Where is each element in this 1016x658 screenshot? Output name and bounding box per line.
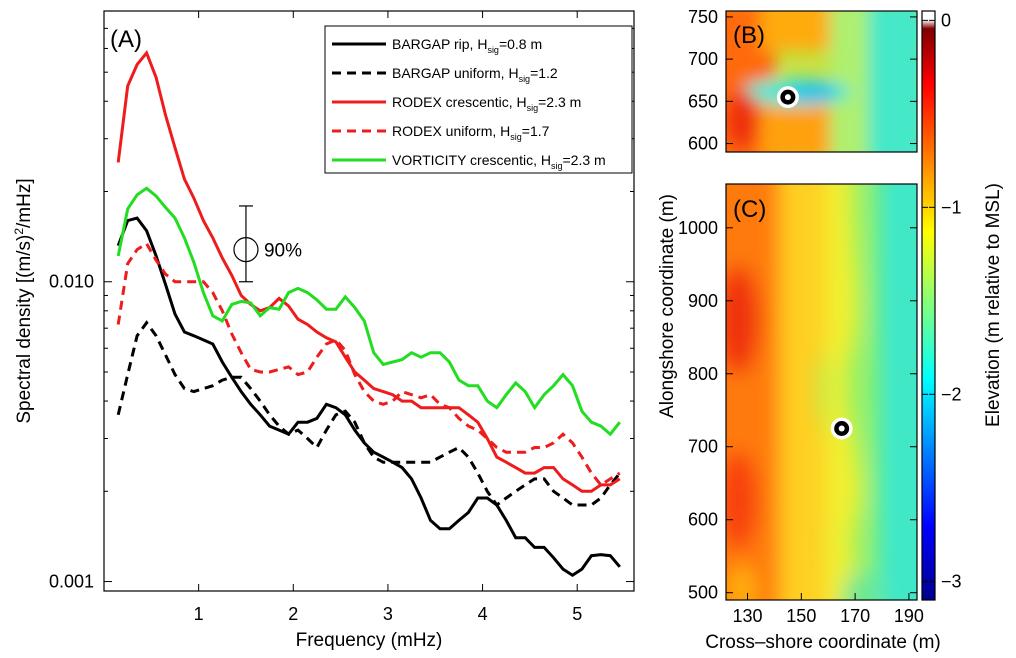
colorbar-tick-label: −2	[941, 384, 962, 404]
panel-a-series	[116, 49, 621, 577]
x-tick-label-a: 2	[288, 604, 298, 624]
panel-b: 600 650 700 750 (B)	[688, 7, 918, 154]
legend-entry: BARGAP uniform, Hsig=1.2	[392, 65, 558, 84]
series-line-2	[116, 320, 621, 508]
series-line-5	[116, 186, 621, 437]
marker-center	[838, 425, 845, 432]
colorbar-tick-label: 0	[941, 10, 951, 30]
x-tick-label-a: 3	[383, 604, 393, 624]
x-tick-label-a: 4	[478, 604, 488, 624]
confidence-label: 90%	[264, 241, 302, 262]
series-line-3	[116, 49, 621, 493]
panel-c-ticks: 500 600 700 800 900 1000 130 150 170 190	[678, 218, 924, 626]
panel-b-ticks: 600 650 700 750	[688, 7, 917, 154]
y-tick-label-c: 500	[688, 583, 718, 603]
panel-a-frame	[103, 10, 635, 592]
panel-b-label: (B)	[733, 22, 765, 49]
legend-entry: VORTICITY crescentic, Hsig=2.3 m	[392, 152, 606, 171]
panel-b-frame	[725, 10, 918, 153]
ci-circle	[233, 237, 259, 263]
x-tick-label-c: 170	[840, 606, 870, 626]
y-tick-label-b: 700	[688, 49, 718, 69]
series-line-4	[116, 241, 621, 487]
y-tick-label-b: 650	[688, 91, 718, 111]
panel-a-ticks: 1 2 3 4 5 0.001 0.010	[49, 11, 634, 624]
y-tick-label-c: 900	[688, 291, 718, 311]
x-tick-label-a: 5	[572, 604, 582, 624]
y-tick-label-c: 1000	[678, 218, 718, 238]
colorbar-tick-label: −3	[941, 571, 962, 591]
panel-b-heatmap	[726, 11, 917, 152]
marker-center	[784, 94, 791, 101]
legend-entry: RODEX crescentic, Hsig=2.3 m	[392, 94, 581, 113]
y-tick-label-c: 600	[688, 510, 718, 530]
colorbar: 0 −1 −2 −3 Elevation (m relative to MSL)	[921, 10, 1004, 601]
legend-box	[324, 25, 633, 174]
y-axis-label-a: Spectral density [(m/s)2/mHz]	[12, 178, 35, 423]
colorbar-ticks: 0 −1 −2 −3	[922, 10, 962, 591]
y-tick-label-a: 0.001	[49, 572, 94, 592]
y-axis-label-c: Alongshore coordinate (m)	[657, 194, 678, 418]
x-axis-label-a: Frequency (mHz)	[296, 630, 443, 651]
panel-c-label: (C)	[733, 196, 766, 223]
x-tick-label-a: 1	[194, 604, 204, 624]
panel-b-location-marker	[776, 86, 799, 109]
colorbar-tick-label: −1	[941, 197, 962, 217]
colorbar-label: Elevation (m relative to MSL)	[983, 183, 1004, 427]
y-tick-label-a: 0.010	[49, 272, 94, 292]
y-tick-label-b: 600	[688, 134, 718, 154]
panel-c-frame	[725, 183, 918, 601]
y-tick-label-b: 750	[688, 7, 718, 27]
panel-c-heatmap	[726, 184, 917, 600]
y-tick-label-c: 700	[688, 437, 718, 457]
legend: BARGAP rip, Hsig=0.8 m BARGAP uniform, Hs…	[324, 25, 633, 174]
x-tick-label-c: 150	[786, 606, 816, 626]
colorbar-gradient	[921, 10, 936, 601]
panel-c-location-marker	[830, 417, 853, 440]
confidence-interval-bar	[233, 205, 259, 283]
panel-c: 500 600 700 800 900 1000 130 150 170 190 (C) Cros…	[657, 183, 941, 653]
legend-entry: BARGAP rip, Hsig=0.8 m	[392, 36, 542, 55]
x-tick-label-c: 190	[894, 606, 924, 626]
panel-a: 1 2 3 4 5 0.001 0.010 (A) Frequency (mHz) Spec…	[12, 10, 635, 651]
x-tick-label-c: 130	[732, 606, 762, 626]
y-tick-label-c: 800	[688, 364, 718, 384]
legend-entry: RODEX uniform, Hsig=1.7	[392, 123, 550, 142]
x-axis-label-c: Cross–shore coordinate (m)	[705, 632, 940, 653]
panel-a-label: (A)	[110, 26, 142, 53]
